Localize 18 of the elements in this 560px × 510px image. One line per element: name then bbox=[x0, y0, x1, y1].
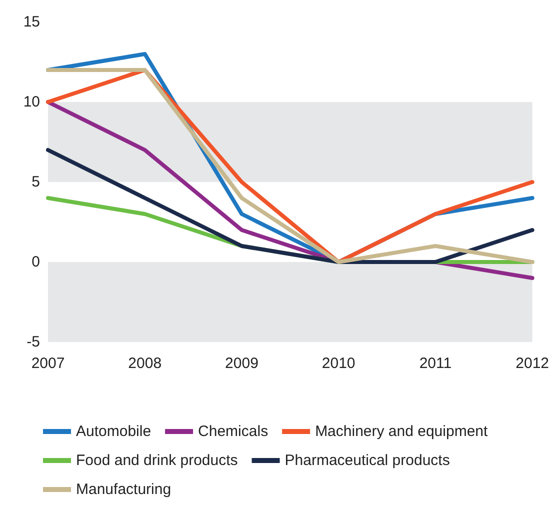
legend-label: Chemicals bbox=[198, 423, 268, 440]
y-tick-label: 5 bbox=[32, 174, 40, 190]
legend-label: Machinery and equipment bbox=[315, 423, 488, 440]
x-tick-label: 2010 bbox=[322, 355, 356, 372]
legend-label: Pharmaceutical products bbox=[284, 452, 450, 469]
y-tick-label: -5 bbox=[26, 334, 40, 350]
y-tick-label: 10 bbox=[23, 94, 40, 110]
legend-label: Food and drink products bbox=[76, 452, 238, 469]
x-tick-label: 2007 bbox=[31, 355, 65, 372]
line-series bbox=[46, 148, 534, 264]
x-tick-label: 2008 bbox=[128, 355, 162, 372]
legend-label: Automobile bbox=[76, 423, 152, 440]
y-tick-label: 15 bbox=[23, 14, 40, 30]
y-tick-label: 0 bbox=[32, 254, 40, 270]
x-tick-label: 2012 bbox=[516, 355, 550, 372]
x-tick-label: 2009 bbox=[225, 355, 258, 372]
x-tick-label: 2011 bbox=[419, 355, 452, 372]
legend-label: Manufacturing bbox=[76, 481, 172, 498]
